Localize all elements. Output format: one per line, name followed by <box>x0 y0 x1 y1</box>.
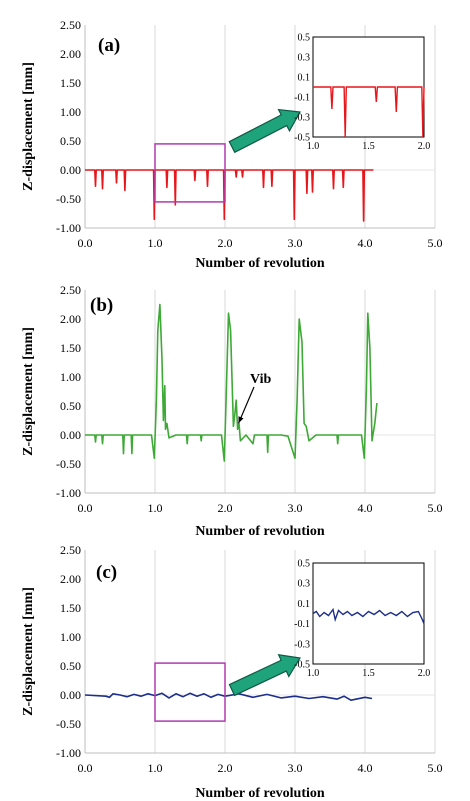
inset-frame <box>312 562 425 665</box>
panel-label: (a) <box>98 35 120 56</box>
chart-panel-b: -1.00 -0.50 0.00 0.50 1.00 1.50 2.00 2.50 0.0 1.0… <box>21 283 443 539</box>
inset-y-tick-label: -0.3 <box>294 113 310 124</box>
annotation-label: Vib <box>250 372 271 387</box>
y-tick-label: 1.50 <box>60 341 81 355</box>
y-tick-label: 1.50 <box>60 601 81 615</box>
arrow-shape <box>228 654 301 697</box>
chart-panel-c: -1.00 -0.50 0.00 0.50 1.00 1.50 2.00 2.50 0.0 1.0… <box>21 543 443 801</box>
panel-label: (c) <box>96 562 117 583</box>
y-tick-label: 0.50 <box>60 134 81 148</box>
inset-series-line <box>312 607 425 624</box>
chart-panel-a: -1.00 -0.50 0.00 0.50 1.00 1.50 2.00 2.50 0.0 1.0… <box>21 18 443 271</box>
y-tick-label: -0.50 <box>56 457 81 471</box>
inset-x-tick-label: 2.0 <box>418 668 431 679</box>
y-tick-label: 0.00 <box>60 163 81 177</box>
x-tick-label: 1.0 <box>148 501 163 515</box>
x-axis-title: Number of revolution <box>195 786 325 801</box>
x-tick-label: 4.0 <box>358 501 373 515</box>
annotation-pointer <box>237 386 255 424</box>
zoom-region-box <box>154 143 226 203</box>
y-tick-label: 1.00 <box>60 105 81 119</box>
y-tick-label: 0.50 <box>60 399 81 413</box>
y-tick-label: -1.00 <box>56 486 81 500</box>
y-tick-label: -0.50 <box>56 717 81 731</box>
inset-x-tick-label: 1.0 <box>307 141 320 152</box>
x-tick-label: 2.0 <box>218 501 233 515</box>
y-tick-label: 1.00 <box>60 630 81 644</box>
inset-x-tick-label: 1.0 <box>307 668 320 679</box>
inset-y-tick-label: 0.1 <box>298 599 311 610</box>
inset-chart: 0.5 0.3 0.1 -0.1 -0.3 -0.51.0 1.5 2.0 <box>294 559 430 680</box>
y-tick-label: 2.00 <box>60 312 81 326</box>
panel-label: (b) <box>90 295 113 316</box>
y-tick-label: 2.50 <box>60 543 81 557</box>
x-tick-label: 3.0 <box>288 501 303 515</box>
inset-x-tick-label: 1.5 <box>362 668 375 679</box>
x-tick-label: 0.0 <box>78 501 93 515</box>
y-tick-label: -0.50 <box>56 192 81 206</box>
x-axis-title: Number of revolution <box>195 524 325 539</box>
inset-y-tick-label: 0.5 <box>298 33 311 44</box>
x-tick-label: 5.0 <box>428 761 443 775</box>
inset-series-line <box>313 86 425 138</box>
x-tick-label: 3.0 <box>288 761 303 775</box>
inset-arrow-icon <box>228 654 301 697</box>
y-tick-label: -1.00 <box>56 221 81 235</box>
inset-arrow-icon <box>228 108 301 154</box>
series-line <box>84 692 373 701</box>
inset-x-tick-label: 1.5 <box>362 141 375 152</box>
x-tick-label: 3.0 <box>288 236 303 250</box>
y-tick-label: -1.00 <box>56 746 81 760</box>
x-axis-title: Number of revolution <box>195 256 325 271</box>
inset-y-tick-label: 0.3 <box>298 579 311 590</box>
y-axis-title: Z-displacement [mm] <box>21 62 36 191</box>
inset-y-tick-label: 0.1 <box>298 73 311 84</box>
series-line <box>85 169 374 222</box>
y-axis-title: Z-displacement [mm] <box>21 327 36 456</box>
inset-y-tick-label: -0.1 <box>294 93 310 104</box>
inset-y-tick-label: 0.3 <box>298 53 311 64</box>
y-tick-label: 2.50 <box>60 18 81 32</box>
zoom-region-box <box>154 662 226 722</box>
x-tick-label: 1.0 <box>148 761 163 775</box>
x-tick-label: 4.0 <box>358 236 373 250</box>
y-tick-label: 1.50 <box>60 76 81 90</box>
annotation-arrowhead <box>238 416 244 424</box>
x-tick-label: 4.0 <box>358 761 373 775</box>
inset-y-tick-label: -0.1 <box>294 619 310 630</box>
arrow-shape <box>228 108 301 154</box>
inset-x-tick-label: 2.0 <box>418 141 431 152</box>
inset-y-tick-label: -0.5 <box>294 133 310 144</box>
x-tick-label: 2.0 <box>218 236 233 250</box>
y-tick-label: 0.00 <box>60 688 81 702</box>
inset-y-tick-label: -0.5 <box>294 660 310 671</box>
x-tick-label: 0.0 <box>78 236 93 250</box>
x-tick-label: 0.0 <box>78 761 93 775</box>
y-tick-label: 2.50 <box>60 283 81 297</box>
y-tick-label: 2.00 <box>60 572 81 586</box>
series-line <box>85 303 378 462</box>
inset-chart: 0.5 0.3 0.1 -0.1 -0.3 -0.51.0 1.5 2.0 <box>294 33 430 153</box>
y-tick-label: 0.00 <box>60 428 81 442</box>
x-tick-label: 1.0 <box>148 236 163 250</box>
y-tick-label: 1.00 <box>60 370 81 384</box>
y-tick-label: 0.50 <box>60 659 81 673</box>
inset-y-tick-label: -0.3 <box>294 639 310 650</box>
x-tick-label: 2.0 <box>218 761 233 775</box>
x-tick-label: 5.0 <box>428 501 443 515</box>
inset-y-tick-label: 0.5 <box>298 559 311 570</box>
y-axis-title: Z-displacement [mm] <box>21 587 36 716</box>
x-tick-label: 5.0 <box>428 236 443 250</box>
y-tick-label: 2.00 <box>60 47 81 61</box>
